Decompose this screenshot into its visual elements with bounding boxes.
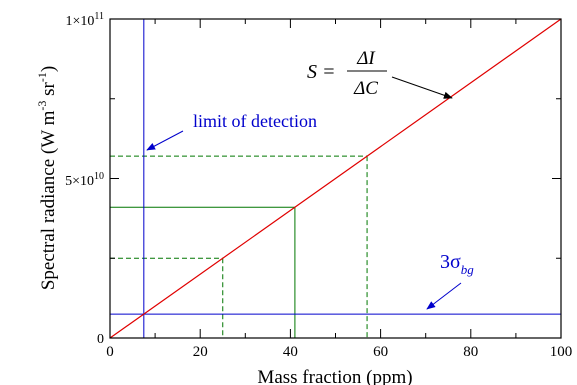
sigma-annotation-label: 3σbg [440, 251, 474, 277]
x-tick-label-3: 60 [373, 344, 388, 360]
lod-annotation-arrow [146, 130, 184, 151]
data-layer [109, 18, 562, 339]
slope-annotation-arrow [391, 76, 453, 99]
y-tick-label-1e11: 1×1011 [65, 11, 104, 29]
slope-lhs: S = [307, 61, 336, 83]
sigma-annotation-arrow [426, 282, 462, 310]
calibration-line [109, 18, 562, 339]
y-tick-labels: 0 5×1010 1×1011 [65, 11, 104, 347]
x-tick-label-5: 100 [550, 344, 573, 360]
x-tick-label-0: 0 [106, 344, 114, 360]
x-tick-labels: 0 20 40 60 80 100 [106, 344, 572, 360]
slope-annotation: S = ΔI ΔC [307, 48, 387, 99]
lod-annotation-label: limit of detection [193, 111, 317, 131]
x-axis-label: Mass fraction (ppm) [257, 367, 412, 385]
y-axis-label: Spectral radiance (W m-3 sr-1) [35, 66, 59, 290]
x-tick-label-2: 40 [283, 344, 298, 360]
x-tick-label-4: 80 [463, 344, 478, 360]
tick-layer [109, 18, 562, 339]
slope-denominator: ΔC [353, 78, 378, 99]
slope-numerator: ΔI [356, 48, 376, 69]
y-tick-label-0: 0 [97, 332, 104, 347]
x-tick-label-1: 20 [193, 344, 208, 360]
y-tick-label-5e10: 5×1010 [65, 171, 104, 189]
